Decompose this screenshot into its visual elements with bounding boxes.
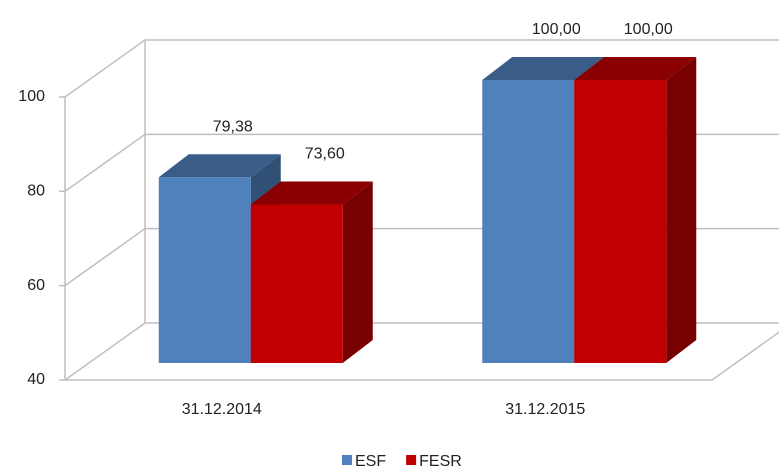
bar-front [574, 80, 667, 363]
bar-side [666, 57, 697, 363]
grid-line [64, 133, 146, 192]
y-tick-label: 100 [18, 88, 45, 105]
bar-top [158, 154, 281, 178]
bar-front [482, 80, 575, 363]
grid-line [64, 39, 146, 98]
value-label: 73,60 [305, 146, 345, 163]
y-tick-label: 40 [27, 371, 45, 388]
bar-top [574, 57, 697, 80]
value-label: 79,38 [213, 118, 253, 135]
value-label: 100,00 [532, 21, 581, 38]
bar-side [342, 181, 373, 363]
bar-top [250, 181, 373, 205]
grid-line [64, 322, 146, 381]
y-tick-label: 80 [27, 183, 45, 200]
bar [574, 57, 697, 363]
legend-label: FESR [419, 453, 462, 468]
legend-swatch [342, 455, 352, 465]
bar [250, 181, 373, 363]
legend-swatch [406, 455, 417, 465]
y-tick-label: 60 [27, 277, 45, 294]
grid-line [64, 228, 146, 287]
legend-label: ESF [355, 453, 386, 468]
value-label: 100,00 [624, 21, 673, 38]
x-tick-label: 31.12.2014 [182, 401, 262, 418]
bar-top [482, 57, 605, 80]
bar-front [250, 204, 343, 363]
bar-front [158, 177, 251, 363]
floor-right [711, 331, 779, 381]
x-tick-label: 31.12.2015 [505, 401, 585, 418]
